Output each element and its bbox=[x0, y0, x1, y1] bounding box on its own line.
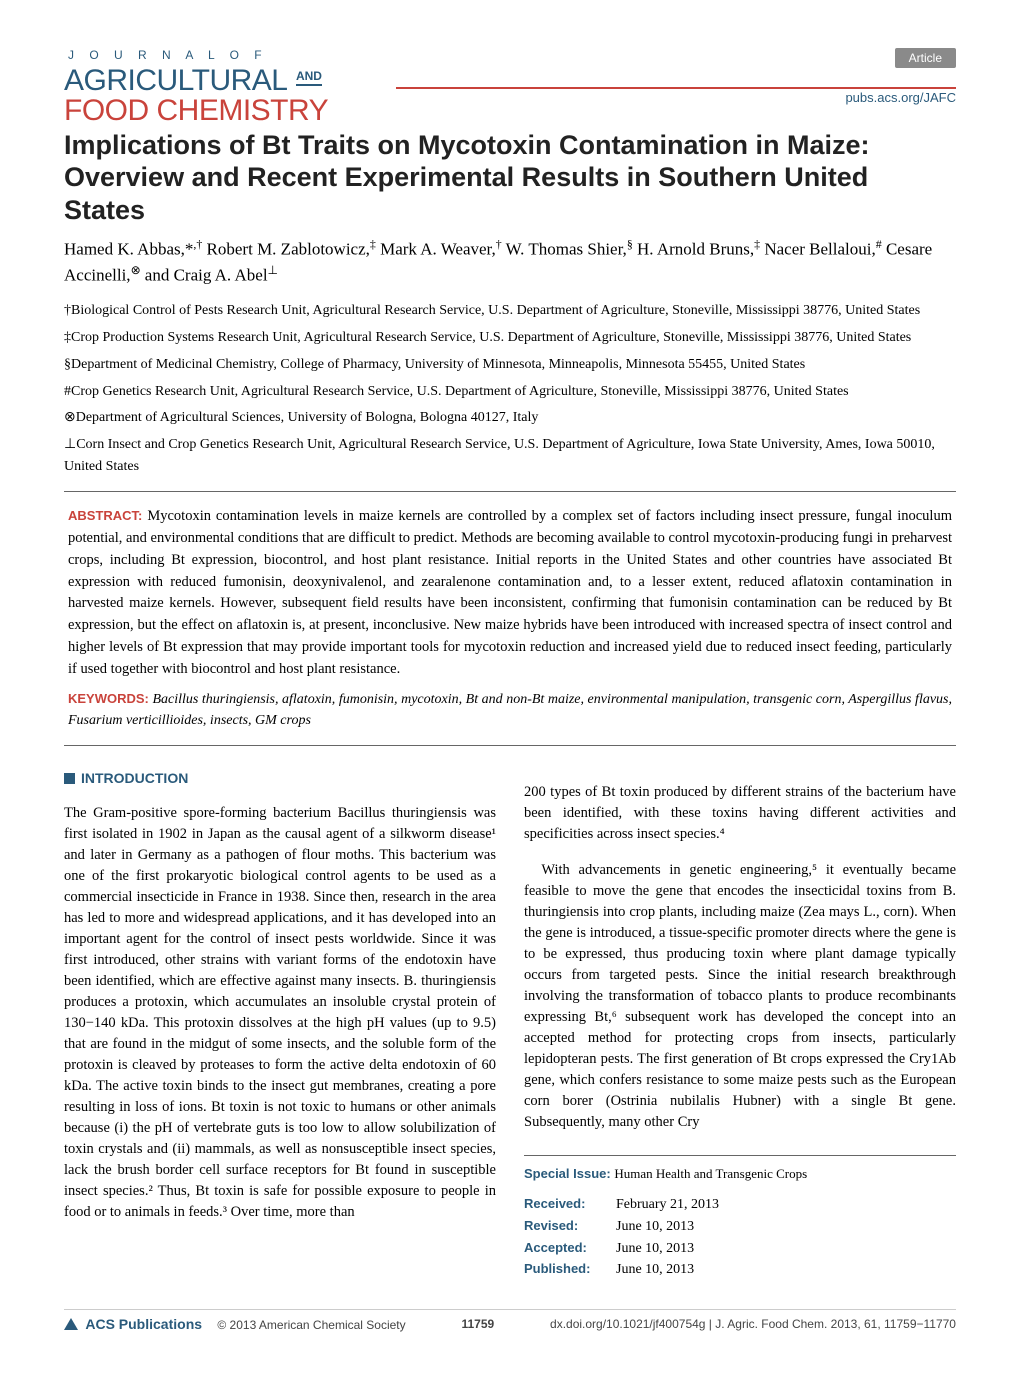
affil-item: †Biological Control of Pests Research Un… bbox=[64, 300, 956, 322]
abstract-text: Mycotoxin contamination levels in maize … bbox=[68, 508, 952, 676]
published-row: Published: June 10, 2013 bbox=[524, 1259, 956, 1281]
body-paragraph: With advancements in genetic engineering… bbox=[524, 860, 956, 1133]
pub-dates-box: Special Issue: Human Health and Transgen… bbox=[524, 1155, 956, 1281]
received-row: Received: February 21, 2013 bbox=[524, 1194, 956, 1216]
keywords-text: Bacillus thuringiensis, aflatoxin, fumon… bbox=[68, 692, 952, 727]
received-label: Received: bbox=[524, 1194, 616, 1216]
received-date: February 21, 2013 bbox=[616, 1194, 719, 1216]
abstract-box: ABSTRACT: Mycotoxin contamination levels… bbox=[64, 491, 956, 746]
revised-date: June 10, 2013 bbox=[616, 1216, 694, 1238]
accepted-label: Accepted: bbox=[524, 1238, 616, 1260]
page-footer: ACS Publications © 2013 American Chemica… bbox=[64, 1309, 956, 1332]
affil-item: ⊥Corn Insect and Crop Genetics Research … bbox=[64, 434, 956, 477]
special-issue-line: Special Issue: Human Health and Transgen… bbox=[524, 1164, 956, 1184]
affil-item: ‡Crop Production Systems Research Unit, … bbox=[64, 327, 956, 349]
revised-label: Revised: bbox=[524, 1216, 616, 1238]
section-marker-icon bbox=[64, 773, 75, 784]
acs-publications-logo: ACS Publications © 2013 American Chemica… bbox=[64, 1316, 406, 1332]
journal-logo: J O U R N A L O F AGRICULTURAL AND FOOD … bbox=[64, 48, 394, 128]
body-paragraph: The Gram-positive spore-forming bacteriu… bbox=[64, 803, 496, 1223]
acs-triangle-icon bbox=[64, 1318, 78, 1330]
body-columns: INTRODUCTION The Gram-positive spore-for… bbox=[64, 768, 956, 1281]
acs-pub-text: ACS Publications bbox=[85, 1316, 202, 1332]
section-heading-text: INTRODUCTION bbox=[81, 770, 188, 786]
article-type-pill: Article bbox=[895, 48, 956, 68]
keywords-label: KEYWORDS: bbox=[68, 691, 149, 706]
copyright-text: © 2013 American Chemical Society bbox=[217, 1318, 405, 1332]
left-column: INTRODUCTION The Gram-positive spore-for… bbox=[64, 768, 496, 1281]
published-date: June 10, 2013 bbox=[616, 1259, 694, 1281]
affil-item: #Crop Genetics Research Unit, Agricultur… bbox=[64, 381, 956, 403]
article-title: Implications of Bt Traits on Mycotoxin C… bbox=[64, 129, 956, 226]
affil-item: §Department of Medicinal Chemistry, Coll… bbox=[64, 354, 956, 376]
keywords-line: KEYWORDS: Bacillus thuringiensis, aflato… bbox=[68, 690, 952, 731]
journal-title-and: AND bbox=[296, 69, 322, 86]
page-number: 11759 bbox=[461, 1317, 494, 1331]
pubs-url[interactable]: pubs.acs.org/JAFC bbox=[845, 90, 956, 105]
published-label: Published: bbox=[524, 1259, 616, 1281]
accepted-date: June 10, 2013 bbox=[616, 1238, 694, 1260]
section-heading-introduction: INTRODUCTION bbox=[64, 768, 496, 788]
right-column: 200 types of Bt toxin produced by differ… bbox=[524, 768, 956, 1281]
journal-title-block: AGRICULTURAL AND FOOD CHEMISTRY bbox=[64, 64, 394, 128]
journal-title-line1: AGRICULTURAL bbox=[64, 64, 287, 98]
journal-title-line2: FOOD CHEMISTRY bbox=[64, 94, 394, 128]
header-right: Article pubs.acs.org/JAFC bbox=[845, 48, 956, 105]
doi-citation: dx.doi.org/10.1021/jf400754g | J. Agric.… bbox=[550, 1317, 956, 1331]
journal-suptitle: J O U R N A L O F bbox=[68, 48, 394, 62]
special-issue-label: Special Issue: bbox=[524, 1166, 611, 1181]
abstract-label: ABSTRACT: bbox=[68, 508, 142, 523]
accepted-row: Accepted: June 10, 2013 bbox=[524, 1238, 956, 1260]
author-list: Hamed K. Abbas,*,† Robert M. Zablotowicz… bbox=[64, 236, 956, 288]
page: J O U R N A L O F AGRICULTURAL AND FOOD … bbox=[0, 0, 1020, 1380]
affil-item: ⊗Department of Agricultural Sciences, Un… bbox=[64, 407, 956, 429]
revised-row: Revised: June 10, 2013 bbox=[524, 1216, 956, 1238]
affiliations: †Biological Control of Pests Research Un… bbox=[64, 300, 956, 477]
special-issue-name: Human Health and Transgenic Crops bbox=[614, 1166, 807, 1181]
body-paragraph: 200 types of Bt toxin produced by differ… bbox=[524, 782, 956, 845]
